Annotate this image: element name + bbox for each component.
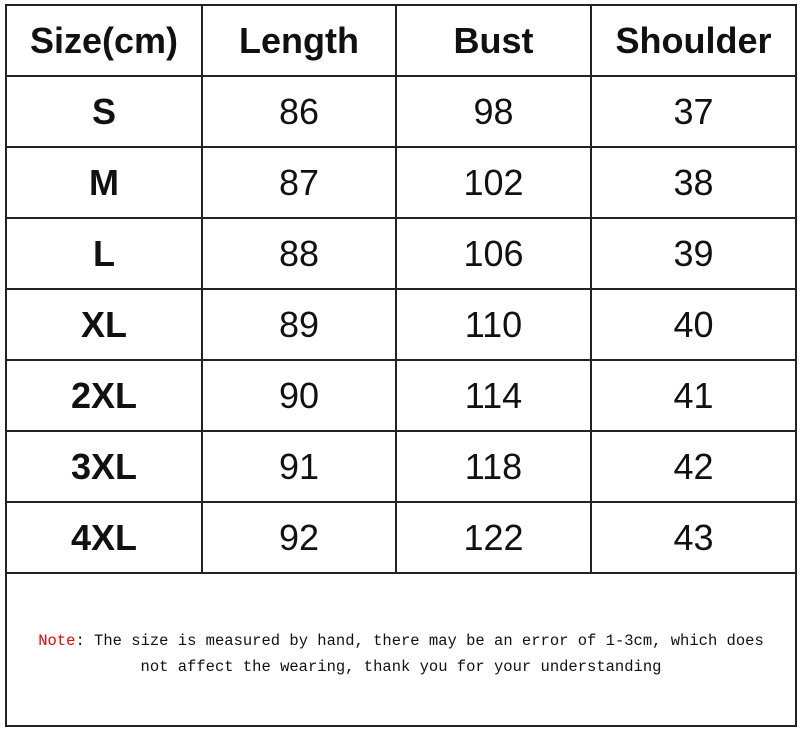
size-cell: XL	[5, 288, 203, 361]
size-chart-table: Size(cm) Length Bust Shoulder S 86 98 37 M 87…	[5, 4, 797, 727]
table-row: XL 89 110 40	[5, 288, 797, 361]
table-row: M 87 102 38	[5, 146, 797, 219]
note-row: Note: The size is measured by hand, ther…	[5, 572, 797, 727]
size-cell: L	[5, 217, 203, 290]
shoulder-cell: 40	[590, 288, 797, 361]
size-cell: M	[5, 146, 203, 219]
shoulder-cell: 41	[590, 359, 797, 432]
shoulder-cell: 38	[590, 146, 797, 219]
header-size: Size(cm)	[5, 4, 203, 77]
length-cell: 92	[201, 501, 397, 574]
bust-cell: 110	[395, 288, 592, 361]
shoulder-cell: 39	[590, 217, 797, 290]
length-cell: 87	[201, 146, 397, 219]
bust-cell: 122	[395, 501, 592, 574]
header-row: Size(cm) Length Bust Shoulder	[5, 4, 797, 77]
length-cell: 90	[201, 359, 397, 432]
table-row: S 86 98 37	[5, 75, 797, 148]
length-cell: 86	[201, 75, 397, 148]
note-line-1: : The size is measured by hand, there ma…	[75, 631, 764, 650]
size-cell: S	[5, 75, 203, 148]
shoulder-cell: 42	[590, 430, 797, 503]
table-row: L 88 106 39	[5, 217, 797, 290]
note-line-2: not affect the wearing, thank you for yo…	[140, 657, 662, 676]
header-bust: Bust	[395, 4, 592, 77]
length-cell: 91	[201, 430, 397, 503]
size-cell: 2XL	[5, 359, 203, 432]
table-row: 2XL 90 114 41	[5, 359, 797, 432]
note-label: Note	[38, 631, 76, 650]
bust-cell: 118	[395, 430, 592, 503]
table-row: 3XL 91 118 42	[5, 430, 797, 503]
size-cell: 3XL	[5, 430, 203, 503]
header-length: Length	[201, 4, 397, 77]
bust-cell: 114	[395, 359, 592, 432]
shoulder-cell: 43	[590, 501, 797, 574]
table-row: 4XL 92 122 43	[5, 501, 797, 574]
bust-cell: 98	[395, 75, 592, 148]
length-cell: 89	[201, 288, 397, 361]
shoulder-cell: 37	[590, 75, 797, 148]
bust-cell: 106	[395, 217, 592, 290]
size-cell: 4XL	[5, 501, 203, 574]
header-shoulder: Shoulder	[590, 4, 797, 77]
length-cell: 88	[201, 217, 397, 290]
note-cell: Note: The size is measured by hand, ther…	[5, 572, 797, 727]
bust-cell: 102	[395, 146, 592, 219]
